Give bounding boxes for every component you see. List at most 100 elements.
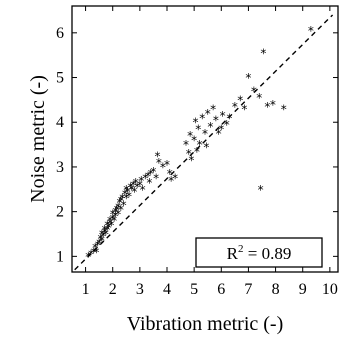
data-point: * (146, 176, 152, 190)
data-point: * (98, 232, 104, 246)
y-tick-label: 5 (56, 70, 64, 87)
data-point: * (195, 122, 201, 136)
data-points: ****************************************… (85, 24, 314, 264)
data-point: * (96, 236, 102, 250)
data-point: * (123, 183, 129, 197)
data-point: * (138, 174, 144, 188)
data-point: * (167, 167, 173, 181)
data-point: * (125, 185, 131, 199)
data-point: * (197, 138, 203, 152)
x-tick-label: 9 (299, 281, 307, 298)
data-point: * (264, 100, 270, 114)
data-point: * (226, 111, 232, 125)
y-axis-title: Noise metric (-) (27, 75, 49, 203)
data-point: * (103, 228, 109, 242)
data-point: * (104, 219, 110, 233)
data-point: * (126, 190, 132, 204)
data-point: * (213, 114, 219, 128)
data-point: * (134, 181, 140, 195)
data-point: * (115, 207, 121, 221)
data-point: * (168, 174, 174, 188)
r2-annotation: R2 = 0.89 (195, 237, 323, 268)
data-point: * (260, 46, 266, 60)
data-point: * (191, 134, 197, 148)
data-point: * (172, 172, 178, 186)
y-tick-label: 3 (56, 159, 64, 176)
data-point: * (110, 212, 116, 226)
x-tick-label: 3 (136, 281, 144, 298)
data-point: * (199, 111, 205, 125)
data-point: * (150, 165, 156, 179)
data-point: * (205, 107, 211, 121)
x-tick-label: 1 (82, 281, 90, 298)
data-point: * (308, 24, 314, 38)
data-point: * (114, 203, 120, 217)
x-tick-label: 4 (163, 281, 171, 298)
data-point: * (145, 169, 151, 183)
x-tick-label: 2 (109, 281, 117, 298)
data-point: * (245, 71, 251, 85)
data-point: * (241, 102, 247, 116)
data-point: * (106, 221, 112, 235)
x-axis-title: Vibration metric (-) (127, 313, 284, 335)
data-point: * (210, 102, 216, 116)
data-point: * (232, 100, 238, 114)
data-point: * (88, 248, 94, 262)
data-point: * (216, 127, 222, 141)
data-point: * (270, 98, 276, 112)
data-point: * (112, 205, 118, 219)
y-tick-label: 1 (56, 248, 64, 265)
y-tick-label: 2 (56, 204, 64, 221)
data-point: * (118, 203, 124, 217)
data-point: * (137, 178, 143, 192)
data-point: * (220, 109, 226, 123)
fit-line (74, 14, 334, 271)
data-point: * (129, 183, 135, 197)
data-point: * (118, 194, 124, 208)
data-point: * (102, 223, 108, 237)
data-point: * (110, 207, 116, 221)
data-point: * (117, 196, 123, 210)
data-point: * (130, 178, 136, 192)
y-tick-label: 4 (56, 114, 64, 131)
data-point: * (133, 176, 139, 190)
data-point: * (224, 118, 230, 132)
data-point: * (99, 228, 105, 242)
data-point: * (95, 239, 101, 253)
data-point: * (193, 116, 199, 130)
data-point: * (102, 225, 108, 239)
data-point: * (160, 160, 166, 174)
x-tick-label: 10 (322, 281, 338, 298)
data-point: * (187, 129, 193, 143)
data-point: * (164, 158, 170, 172)
y-tick-label: 6 (56, 25, 64, 42)
data-point: * (218, 122, 224, 136)
data-point: * (108, 219, 114, 233)
data-point: * (100, 230, 106, 244)
x-tick-label: 6 (217, 281, 225, 298)
data-point: * (202, 127, 208, 141)
data-point: * (258, 183, 264, 197)
data-point: * (115, 201, 121, 215)
data-point: * (93, 245, 99, 259)
data-point: * (85, 250, 91, 264)
data-point: * (207, 120, 213, 134)
data-point: * (256, 91, 262, 105)
data-point: * (131, 185, 137, 199)
data-point: * (122, 187, 128, 201)
x-tick-label: 5 (190, 281, 198, 298)
data-point: * (186, 147, 192, 161)
data-point: * (251, 84, 257, 98)
data-point: * (183, 138, 189, 152)
data-point: * (104, 223, 110, 237)
x-tick-label: 7 (244, 281, 252, 298)
data-point: * (119, 192, 125, 206)
data-point: * (281, 102, 287, 116)
data-point: * (194, 145, 200, 159)
r2-label: R2 = 0.89 (227, 243, 292, 263)
data-point: * (148, 167, 154, 181)
r2-box (195, 237, 323, 268)
data-point: * (156, 156, 162, 170)
data-point: * (188, 154, 194, 168)
